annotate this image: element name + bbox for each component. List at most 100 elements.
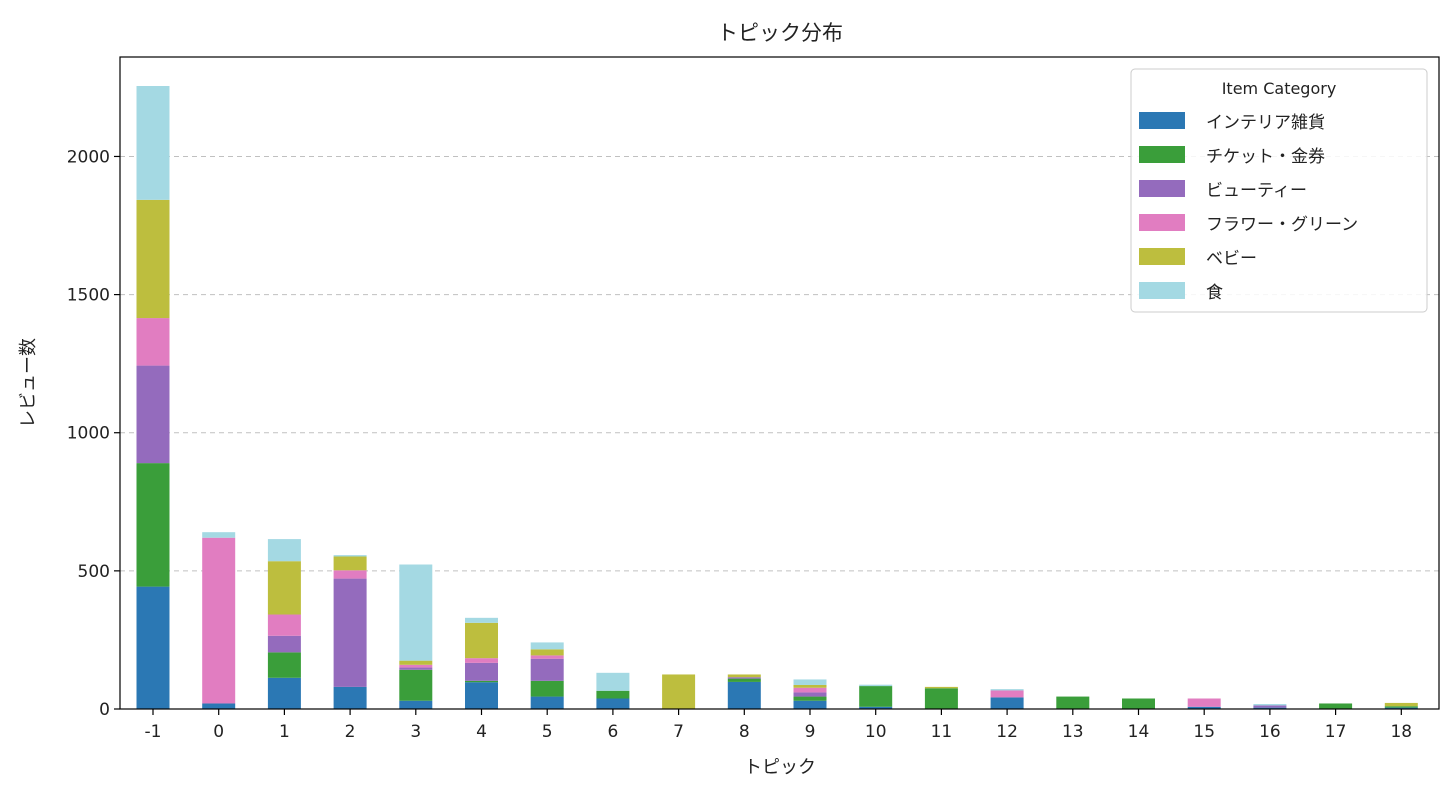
bar-segment (793, 696, 827, 701)
legend-swatch (1139, 282, 1185, 299)
bar-segment (267, 652, 301, 678)
bar-stack-11 (924, 686, 958, 709)
bar-stack-17 (1319, 703, 1353, 709)
bar-segment (333, 686, 367, 709)
x-tick-label: 9 (805, 722, 816, 742)
bar-segment (859, 706, 893, 709)
x-tick-label: 13 (1062, 722, 1084, 742)
bar-segment (465, 662, 498, 681)
bar-segment (333, 578, 367, 687)
bar-segment (727, 677, 761, 679)
bar-segment (465, 622, 498, 659)
bar-segment (267, 677, 301, 709)
bar-stack-0 (202, 532, 236, 709)
bar-stack-18 (1384, 702, 1418, 709)
x-tick-label: 8 (739, 722, 750, 742)
bar-stack-16 (1253, 704, 1287, 709)
bar-segment (399, 564, 433, 661)
legend-item: 食 (1139, 282, 1223, 303)
x-tick-label: 5 (542, 722, 553, 742)
bar-segment (793, 692, 827, 697)
bar-segment (136, 586, 170, 709)
bar-segment (465, 617, 498, 623)
bar-segment (267, 614, 301, 636)
bar-stack-5 (530, 642, 564, 709)
bar-stack--1 (136, 86, 170, 709)
chart-title: トピック分布 (717, 21, 843, 45)
legend-item: ビューティー (1139, 180, 1307, 201)
bar-stack-10 (859, 684, 893, 709)
bar-segment (859, 686, 893, 707)
bar-stack-4 (465, 617, 498, 709)
bar-segment (1384, 707, 1418, 709)
x-tick-label: 3 (410, 722, 421, 742)
bar-segment (202, 537, 236, 704)
legend-label: フラワー・グリーン (1206, 215, 1358, 235)
y-axis-label: レビュー数 (18, 338, 39, 428)
bar-segment (924, 686, 958, 689)
bar-segment (1253, 707, 1287, 709)
legend: Item Category インテリア雑貨チケット・金券ビューティーフラワー・グ… (1130, 68, 1428, 313)
legend-title: Item Category (1222, 79, 1337, 98)
bar-segment (662, 674, 696, 709)
bar-stack-9 (793, 679, 827, 709)
bar-segment (399, 660, 433, 665)
bar-segment (990, 690, 1024, 698)
bar-segment (1187, 706, 1221, 709)
legend-swatch (1139, 214, 1185, 231)
bar-segment (267, 539, 301, 562)
bar-segment (1122, 698, 1155, 709)
x-tick-label: 18 (1390, 722, 1412, 742)
legend-item: ベビー (1139, 248, 1257, 269)
legend-swatch (1139, 180, 1185, 197)
bar-segment (924, 688, 958, 709)
bar-segment (793, 700, 827, 709)
bar-segment (530, 655, 564, 659)
y-tick-label: 1500 (67, 286, 110, 306)
bar-segment (990, 689, 1024, 691)
bar-segment (267, 561, 301, 615)
bar-segment (333, 570, 367, 579)
bar-segment (793, 679, 827, 685)
bar-segment (267, 635, 301, 653)
bar-segment (1319, 703, 1353, 709)
x-tick-label: 7 (673, 722, 684, 742)
bar-segment (1253, 704, 1287, 706)
x-tick-label: 6 (607, 722, 618, 742)
x-axis-label: トピック (744, 757, 816, 778)
legend-item: インテリア雑貨 (1139, 112, 1325, 133)
bar-segment (1056, 696, 1090, 709)
bar-segment (727, 681, 761, 709)
legend-item: チケット・金券 (1139, 146, 1325, 167)
bar-segment (990, 697, 1024, 709)
x-tick-label: 15 (1193, 722, 1215, 742)
bar-segment (136, 463, 170, 587)
y-tick-label: 0 (99, 700, 110, 720)
bar-segment (530, 658, 564, 681)
x-tick-label: 16 (1259, 722, 1281, 742)
legend-swatch (1139, 112, 1185, 129)
bar-stack-8 (727, 674, 761, 709)
bar-stack-15 (1187, 698, 1221, 709)
bar-stack-13 (1056, 696, 1090, 709)
x-tick-label: 14 (1128, 722, 1150, 742)
bar-segment (1384, 706, 1418, 708)
x-tick-label: 4 (476, 722, 487, 742)
x-tick-label: 12 (996, 722, 1018, 742)
bar-stack-14 (1122, 698, 1155, 709)
y-tick-label: 2000 (67, 147, 110, 167)
x-tick-label: 10 (865, 722, 887, 742)
bar-segment (793, 684, 827, 688)
bar-segment (136, 365, 170, 464)
bar-stack-6 (596, 672, 630, 709)
legend-label: ベビー (1206, 249, 1257, 269)
legend-label: ビューティー (1206, 181, 1307, 201)
legend-item: フラワー・グリーン (1139, 214, 1358, 235)
bar-segment (399, 667, 433, 670)
bar-segment (465, 680, 498, 683)
legend-swatch (1139, 248, 1185, 265)
bar-segment (727, 678, 761, 682)
bar-segment (1253, 705, 1287, 708)
